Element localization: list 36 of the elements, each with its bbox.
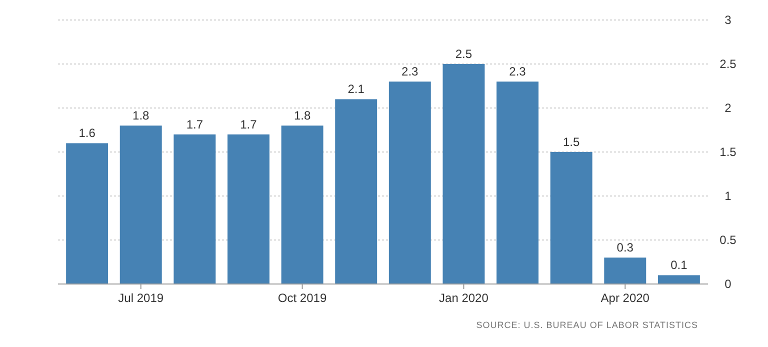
- x-tick-label: Apr 2020: [600, 291, 650, 305]
- y-tick-label: 0.5: [720, 233, 737, 248]
- data-label: 1.6: [78, 126, 96, 140]
- data-label: 1.8: [294, 108, 311, 123]
- bar: [66, 143, 108, 284]
- data-label: 1.7: [240, 117, 258, 132]
- y-tick-label: 1.5: [720, 145, 737, 160]
- y-tick-label: 2.5: [720, 57, 737, 72]
- bar: [335, 99, 378, 284]
- x-tick-label: Jul 2019: [118, 291, 164, 305]
- x-tick-label: Oct 2019: [278, 291, 327, 305]
- data-label: 1.7: [186, 117, 204, 132]
- bar: [550, 152, 592, 284]
- bar: [658, 275, 700, 284]
- bar: [120, 126, 162, 284]
- bar: [388, 82, 431, 284]
- bar: [442, 64, 485, 284]
- y-tick-label: 0: [724, 277, 732, 292]
- bar: [227, 134, 270, 284]
- y-tick-label: 1: [724, 189, 732, 204]
- data-label: 1.8: [132, 108, 150, 123]
- y-tick-label: 3: [724, 13, 732, 28]
- source-note: SOURCE: U.S. BUREAU OF LABOR STATISTICS: [476, 320, 698, 330]
- data-label: 0.3: [616, 240, 634, 255]
- data-label: 2.3: [509, 64, 526, 79]
- data-label: 1.5: [562, 135, 580, 149]
- data-label: 2.1: [348, 82, 365, 96]
- y-tick-label: 2: [724, 101, 732, 116]
- bar: [604, 258, 646, 284]
- bar: [496, 82, 539, 284]
- bar: [281, 126, 324, 284]
- bar: [174, 134, 216, 284]
- data-label: 0.1: [670, 258, 688, 272]
- data-label: 2.5: [455, 47, 472, 61]
- data-label: 2.3: [402, 64, 419, 79]
- x-tick-label: Jan 2020: [439, 291, 489, 305]
